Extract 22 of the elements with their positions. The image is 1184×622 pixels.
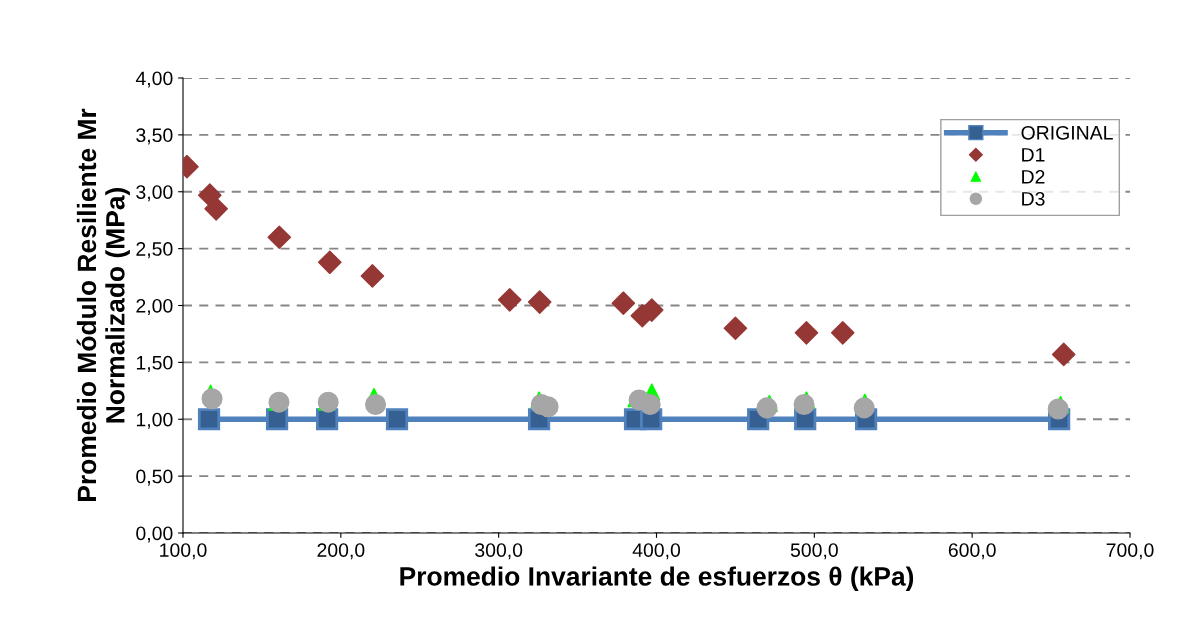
- y-tick-label: 1,50: [136, 355, 173, 372]
- x-tick-label: 200,0: [317, 543, 365, 560]
- x-tick-label: 400,0: [632, 543, 681, 560]
- x-tick-label: 300,0: [475, 543, 523, 560]
- y-tick-label: 2,00: [136, 298, 173, 316]
- y-tick-label: 3,50: [136, 128, 173, 145]
- x-tick-label: 100,0: [160, 543, 207, 560]
- y-axis-title: Promedio Módulo Resiliente Mr Normalizado (MPa): [76, 108, 130, 501]
- y-tick-label: 0,00: [136, 526, 173, 543]
- x-axis-title: Promedio Invariante de esfuerzos θ (kPa): [400, 566, 914, 591]
- x-tick-label: 500,0: [790, 543, 838, 560]
- legend-label: D1: [1022, 148, 1045, 162]
- legend-label: D2: [1022, 169, 1045, 184]
- x-tick-label: 600,0: [948, 543, 996, 560]
- y-tick-label: 1,00: [136, 412, 173, 429]
- y-tick-label: 2,50: [136, 242, 173, 259]
- x-tick-label: 700,0: [1106, 543, 1154, 560]
- y-tick-label: 0,50: [136, 469, 173, 486]
- y-tick-label: 3,00: [136, 185, 173, 202]
- legend-label: D3: [1022, 191, 1045, 206]
- y-tick-label: 4,00: [135, 71, 173, 88]
- legend-label: ORIGINAL: [1021, 125, 1113, 140]
